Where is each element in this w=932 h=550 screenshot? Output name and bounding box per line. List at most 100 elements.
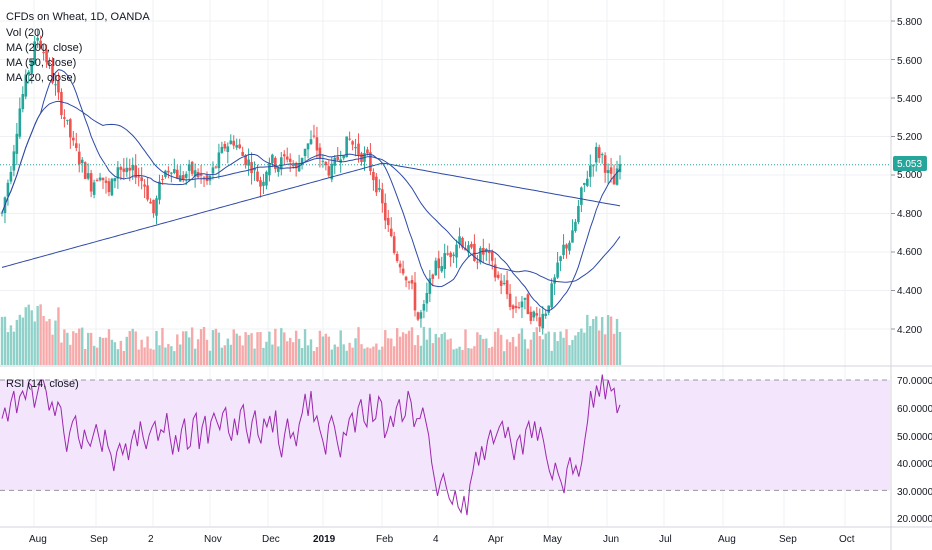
candle-body xyxy=(446,253,449,255)
volume-bar xyxy=(187,337,191,365)
volume-bar xyxy=(289,337,292,365)
date-tick: May xyxy=(543,534,562,545)
candle-body xyxy=(247,159,250,166)
volume-bar xyxy=(369,348,372,365)
volume-bar xyxy=(107,329,111,365)
legend-item-ma-20[interactable]: MA (20, close) xyxy=(6,72,76,84)
volume-bar xyxy=(167,343,170,365)
volume-bar xyxy=(238,335,241,365)
volume-bar xyxy=(235,333,238,365)
volume-bar xyxy=(375,343,378,365)
volume-bar xyxy=(51,334,54,365)
volume-bar xyxy=(149,348,152,365)
candle-body xyxy=(372,171,375,181)
candle-body xyxy=(306,143,310,150)
volume-bar xyxy=(271,344,274,365)
volume-bar xyxy=(443,332,446,365)
volume-bar xyxy=(398,336,402,365)
candle-body xyxy=(574,221,577,232)
volume-bar xyxy=(336,346,339,365)
candle-body xyxy=(244,155,247,166)
candle-body xyxy=(149,201,152,204)
volume-bar xyxy=(526,348,530,365)
candle-body xyxy=(140,177,143,181)
date-tick: Jun xyxy=(603,534,619,545)
candle-body xyxy=(490,251,494,261)
volume-bar xyxy=(559,331,562,365)
volume-bar xyxy=(12,331,16,365)
last-price-badge-bg xyxy=(893,156,927,171)
candle-body xyxy=(143,184,146,187)
candle-body xyxy=(175,169,179,179)
volume-bar xyxy=(0,316,4,365)
volume-bar xyxy=(83,348,87,365)
candle-body xyxy=(72,137,75,141)
candle-body xyxy=(324,162,328,166)
candle-body xyxy=(92,182,96,195)
candle-body xyxy=(407,281,411,283)
volume-bar xyxy=(508,342,512,365)
volume-bar xyxy=(176,334,179,365)
volume-bar xyxy=(351,347,354,365)
legend-item-volume[interactable]: Vol (20) xyxy=(6,27,44,39)
candle-body xyxy=(401,268,405,274)
volume-bar xyxy=(384,330,387,365)
candle-body xyxy=(211,167,215,174)
price-axis-labels: 5.800 5.600 5.400 5.200 5.000 4.800 4.60… xyxy=(897,17,922,336)
volume-bar xyxy=(78,328,81,365)
candle-body xyxy=(434,260,438,276)
volume-bar xyxy=(580,328,583,365)
candle-body xyxy=(285,156,289,160)
volume-bar xyxy=(18,314,22,365)
candle-body xyxy=(508,293,512,307)
volume-bar xyxy=(211,330,215,365)
candle-body xyxy=(369,152,372,172)
volume-bar xyxy=(598,330,601,365)
volume-bar xyxy=(3,316,7,365)
candle-body xyxy=(529,311,533,321)
candle-body xyxy=(18,108,22,137)
volume-bar xyxy=(182,331,185,365)
legend-item-ma-50[interactable]: MA (50, close) xyxy=(6,57,76,69)
volume-bar xyxy=(324,333,328,365)
volume-bar xyxy=(128,331,131,365)
candle-body xyxy=(282,154,286,157)
rsi-label[interactable]: RSI (14, close) xyxy=(6,378,79,390)
candle-body xyxy=(86,173,90,179)
volume-bar xyxy=(354,338,357,365)
candle-body xyxy=(262,181,265,186)
candlesticks xyxy=(0,29,622,335)
candle-body xyxy=(336,156,340,160)
legend-item-ma-200[interactable]: MA (200, close) xyxy=(6,42,82,54)
candle-body xyxy=(357,143,360,155)
legend: CFDs on Wheat, 1D, OANDA Vol (20) MA (20… xyxy=(6,11,150,390)
candle-body xyxy=(600,154,604,156)
candle-body xyxy=(288,158,292,162)
chart-title[interactable]: CFDs on Wheat, 1D, OANDA xyxy=(6,11,150,23)
candle-body xyxy=(77,151,81,165)
volume-bar xyxy=(244,332,247,365)
volume-bar xyxy=(146,336,149,365)
candle-body xyxy=(568,242,571,251)
candle-body xyxy=(74,143,78,149)
volume-bar xyxy=(89,332,93,365)
candle-body xyxy=(89,173,93,192)
volume-bar xyxy=(496,328,500,365)
volume-bar xyxy=(535,327,539,365)
candle-body xyxy=(553,277,556,284)
candle-body xyxy=(66,119,69,121)
volume-bar xyxy=(538,335,541,365)
candle-body xyxy=(431,274,435,279)
candle-body xyxy=(588,165,592,177)
volume-bar xyxy=(541,339,544,365)
date-tick: Sep xyxy=(779,534,797,545)
candle-body xyxy=(155,198,158,216)
volume-bar xyxy=(431,343,435,365)
volume-bar xyxy=(196,339,200,365)
volume-bar xyxy=(505,339,509,365)
volume-bar xyxy=(286,341,289,365)
last-price-badge[interactable]: 5.053 xyxy=(893,156,927,171)
